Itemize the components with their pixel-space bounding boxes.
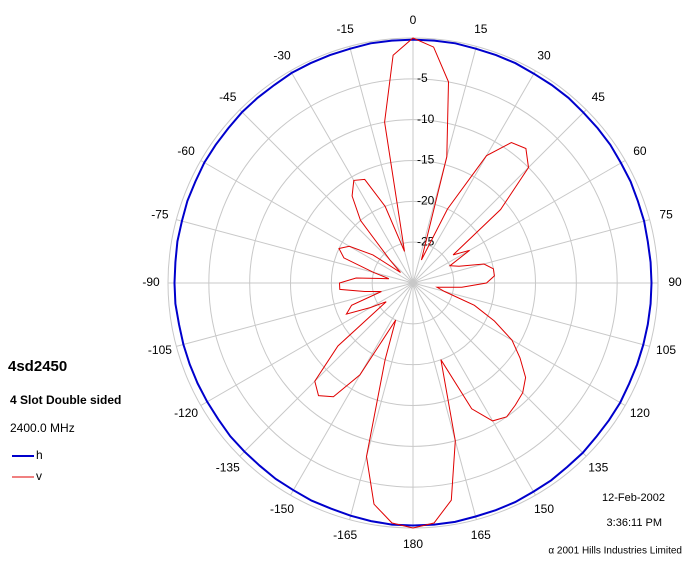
angle-tick-label: -75 [151, 207, 169, 221]
series-line [314, 37, 530, 529]
angle-tick-label: -15 [337, 22, 355, 36]
angle-tick-label: -120 [174, 406, 198, 420]
angle-tick-label: 15 [474, 22, 488, 36]
angle-tick-label: 105 [656, 343, 676, 357]
angle-tick-label: -150 [270, 502, 294, 516]
angle-tick-label: 120 [630, 406, 650, 420]
chart-subtitle: 4 Slot Double sided [10, 393, 121, 407]
radial-grid-ring [330, 200, 496, 366]
angle-tick-label: -135 [216, 460, 240, 474]
angle-tick-label: -60 [177, 144, 195, 158]
angle-tick-label: -90 [142, 275, 160, 289]
angle-tick-label: 90 [668, 275, 682, 289]
angle-tick-label: 0 [410, 13, 417, 27]
time: 3:36:11 PM [607, 517, 662, 529]
angle-tick-label: 150 [534, 502, 554, 516]
angle-tick-label: -165 [333, 528, 357, 542]
radial-tick-label: -15 [417, 153, 435, 167]
frequency: 2400.0 MHz [10, 421, 75, 435]
series-line [173, 38, 653, 527]
angle-tick-label: -30 [273, 48, 291, 62]
legend-label: v [36, 469, 42, 483]
radial-grid-ring [290, 160, 536, 406]
radial-grid-ring [371, 241, 455, 325]
radial-tick-label: -5 [417, 71, 428, 85]
angle-tick-label: -45 [219, 90, 237, 104]
radial-grid-ring [249, 119, 577, 447]
angle-tick-label: 30 [537, 48, 551, 62]
angle-tick-label: -105 [148, 343, 172, 357]
angle-tick-label: 165 [471, 528, 491, 542]
angle-tick-label: 135 [588, 460, 608, 474]
chart-title: 4sd2450 [8, 358, 67, 375]
angle-tick-label: 75 [659, 207, 673, 221]
radial-tick-label: -20 [417, 194, 435, 208]
legend-label: h [36, 448, 43, 462]
radial-grid-ring [208, 78, 618, 488]
angle-tick-label: 180 [403, 537, 423, 551]
radial-tick-label: -10 [417, 112, 435, 126]
copyright: α 2001 Hills Industries Limited [548, 546, 682, 557]
angle-tick-label: 60 [633, 144, 647, 158]
date: 12-Feb-2002 [602, 492, 665, 504]
angle-tick-label: 45 [592, 90, 606, 104]
